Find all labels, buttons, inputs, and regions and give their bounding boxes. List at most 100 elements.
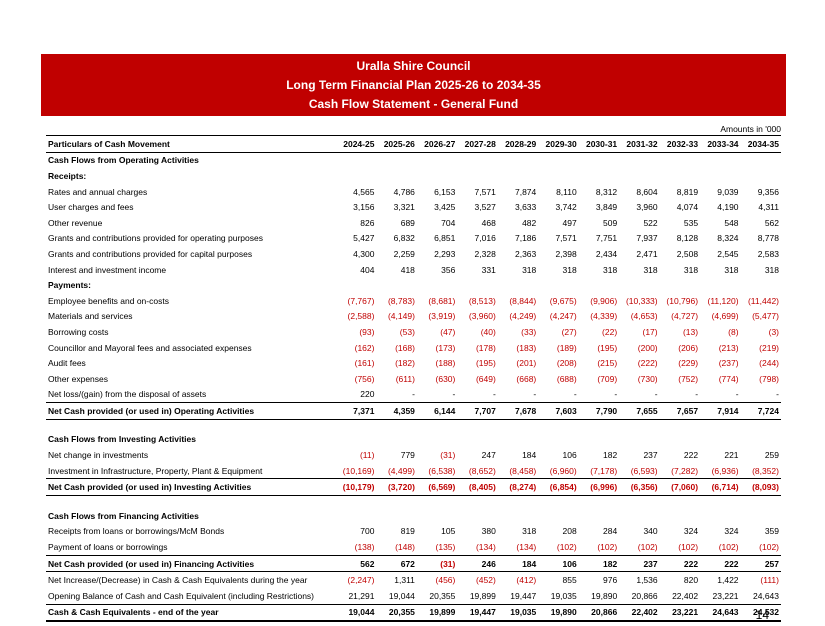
row-label: Other expenses <box>48 373 109 384</box>
value-cell: 22,402 <box>672 590 699 601</box>
value-cell: 4,359 <box>393 405 415 416</box>
row-label: Investment in Infrastructure, Property, … <box>48 465 263 476</box>
value-cell: 7,790 <box>595 405 618 416</box>
value-cell: 8,128 <box>676 233 699 244</box>
value-cell: 21,291 <box>348 590 375 601</box>
table-row: Audit fees (161) (182) (188) (195) (201) (208)… <box>46 355 781 371</box>
value-cell: (2,588) <box>347 311 375 322</box>
value-cell: 105 <box>441 526 456 537</box>
subtotal-row: Net Cash provided (or used in) Investing… <box>46 478 781 496</box>
value-cell: 4,311 <box>758 202 779 213</box>
value-cell: (10,333) <box>625 295 658 306</box>
row-label: Materials and services <box>48 311 133 322</box>
value-cell: 3,742 <box>555 202 577 213</box>
value-cell: (182) <box>395 358 415 369</box>
value-cell: 7,571 <box>555 233 577 244</box>
value-cell: 7,707 <box>474 405 496 416</box>
value-cell: (709) <box>597 373 618 384</box>
value-cell: 380 <box>481 526 496 537</box>
value-cell: 24,532 <box>753 607 779 618</box>
value-cell: 9,039 <box>717 186 739 197</box>
spacer-row <box>46 496 781 509</box>
table-row: Grants and contributions provided for ca… <box>46 246 781 262</box>
value-cell: 356 <box>441 264 456 275</box>
value-cell: 208 <box>562 526 577 537</box>
value-cell: - <box>695 389 699 400</box>
value-cell: 3,425 <box>434 202 456 213</box>
value-cell: (102) <box>556 542 577 553</box>
value-cell: (4,149) <box>387 311 415 322</box>
value-cell: (668) <box>516 373 537 384</box>
value-cell: 7,657 <box>676 405 699 416</box>
value-cell: 4,074 <box>676 202 699 213</box>
row-label: Receipts: <box>48 170 87 181</box>
row-label: Net Cash provided (or used in) Operating… <box>48 405 255 416</box>
value-cell: (13) <box>682 326 699 337</box>
value-cell: - <box>452 389 456 400</box>
value-cell: 8,604 <box>636 186 658 197</box>
value-cell: (6,854) <box>549 482 577 493</box>
value-cell: 4,565 <box>353 186 375 197</box>
value-cell: 246 <box>481 558 496 569</box>
value-cell: 19,044 <box>348 607 375 618</box>
value-cell: - <box>573 389 577 400</box>
value-cell: (161) <box>354 358 375 369</box>
section-heading-row: Cash Flows from Operating Activities <box>46 152 781 168</box>
value-cell: 4,300 <box>353 248 375 259</box>
value-cell: 22,402 <box>631 607 658 618</box>
value-cell: (4,653) <box>630 311 658 322</box>
table-row: Net loss/(gain) from the disposal of ass… <box>46 387 781 403</box>
value-cell: (47) <box>440 326 456 337</box>
value-cell: 2,508 <box>676 248 699 259</box>
value-cell: (412) <box>516 575 537 586</box>
table-row: Councillor and Mayoral fees and associat… <box>46 340 781 356</box>
value-cell: (162) <box>354 342 375 353</box>
row-label: Cash & Cash Equivalents - end of the yea… <box>48 607 219 618</box>
row-label: Net change in investments <box>48 450 149 461</box>
value-cell: (630) <box>435 373 456 384</box>
value-cell: (774) <box>718 373 739 384</box>
value-cell: 535 <box>683 217 699 228</box>
table-row: Borrowing costs (93) (53) (47) (40) (33) (27) (… <box>46 324 781 340</box>
value-cell: (22) <box>602 326 618 337</box>
value-cell: 182 <box>602 450 618 461</box>
value-cell: (8,093) <box>752 482 779 493</box>
value-cell: (244) <box>759 358 779 369</box>
value-cell: 19,035 <box>510 607 537 618</box>
value-cell: (6,593) <box>630 465 658 476</box>
value-cell: 2,545 <box>717 248 739 259</box>
value-cell: (215) <box>597 358 618 369</box>
value-cell: 1,536 <box>636 575 658 586</box>
value-cell: 8,312 <box>595 186 618 197</box>
column-header-year: 2026-27 <box>424 138 456 149</box>
value-cell: - <box>492 389 496 400</box>
column-header-year: 2034-35 <box>747 138 779 149</box>
value-cell: (229) <box>678 358 699 369</box>
row-label: Councillor and Mayoral fees and associat… <box>48 342 252 353</box>
value-cell: (456) <box>435 575 456 586</box>
subtotal-row: Net Cash provided (or used in) Operating… <box>46 402 781 420</box>
value-cell: 522 <box>643 217 658 228</box>
page-number: 14 <box>755 608 769 622</box>
value-cell: 2,583 <box>757 248 779 259</box>
statement-title: Cash Flow Statement - General Fund <box>308 97 519 111</box>
table-row: Opening Balance of Cash and Cash Equival… <box>46 588 781 604</box>
value-cell: 2,328 <box>474 248 496 259</box>
value-cell: (222) <box>637 358 658 369</box>
value-cell: 318 <box>764 264 779 275</box>
row-label: Borrowing costs <box>48 326 109 337</box>
value-cell: 3,849 <box>595 202 618 213</box>
value-cell: - <box>412 389 415 400</box>
value-cell: 826 <box>360 217 375 228</box>
value-cell: 259 <box>764 450 779 461</box>
value-cell: (649) <box>475 373 496 384</box>
table-row: Receipts from loans or borrowings/McM Bo… <box>46 524 781 540</box>
value-cell: 8,778 <box>757 233 779 244</box>
value-cell: 20,355 <box>429 590 456 601</box>
value-cell: 7,678 <box>514 405 537 416</box>
table-row: User charges and fees 3,156 3,321 3,425 3,52… <box>46 199 781 215</box>
value-cell: 331 <box>481 264 496 275</box>
closing-balance-row: Cash & Cash Equivalents - end of the yea… <box>46 604 781 622</box>
value-cell: - <box>654 389 658 400</box>
value-cell: (4,247) <box>549 311 577 322</box>
